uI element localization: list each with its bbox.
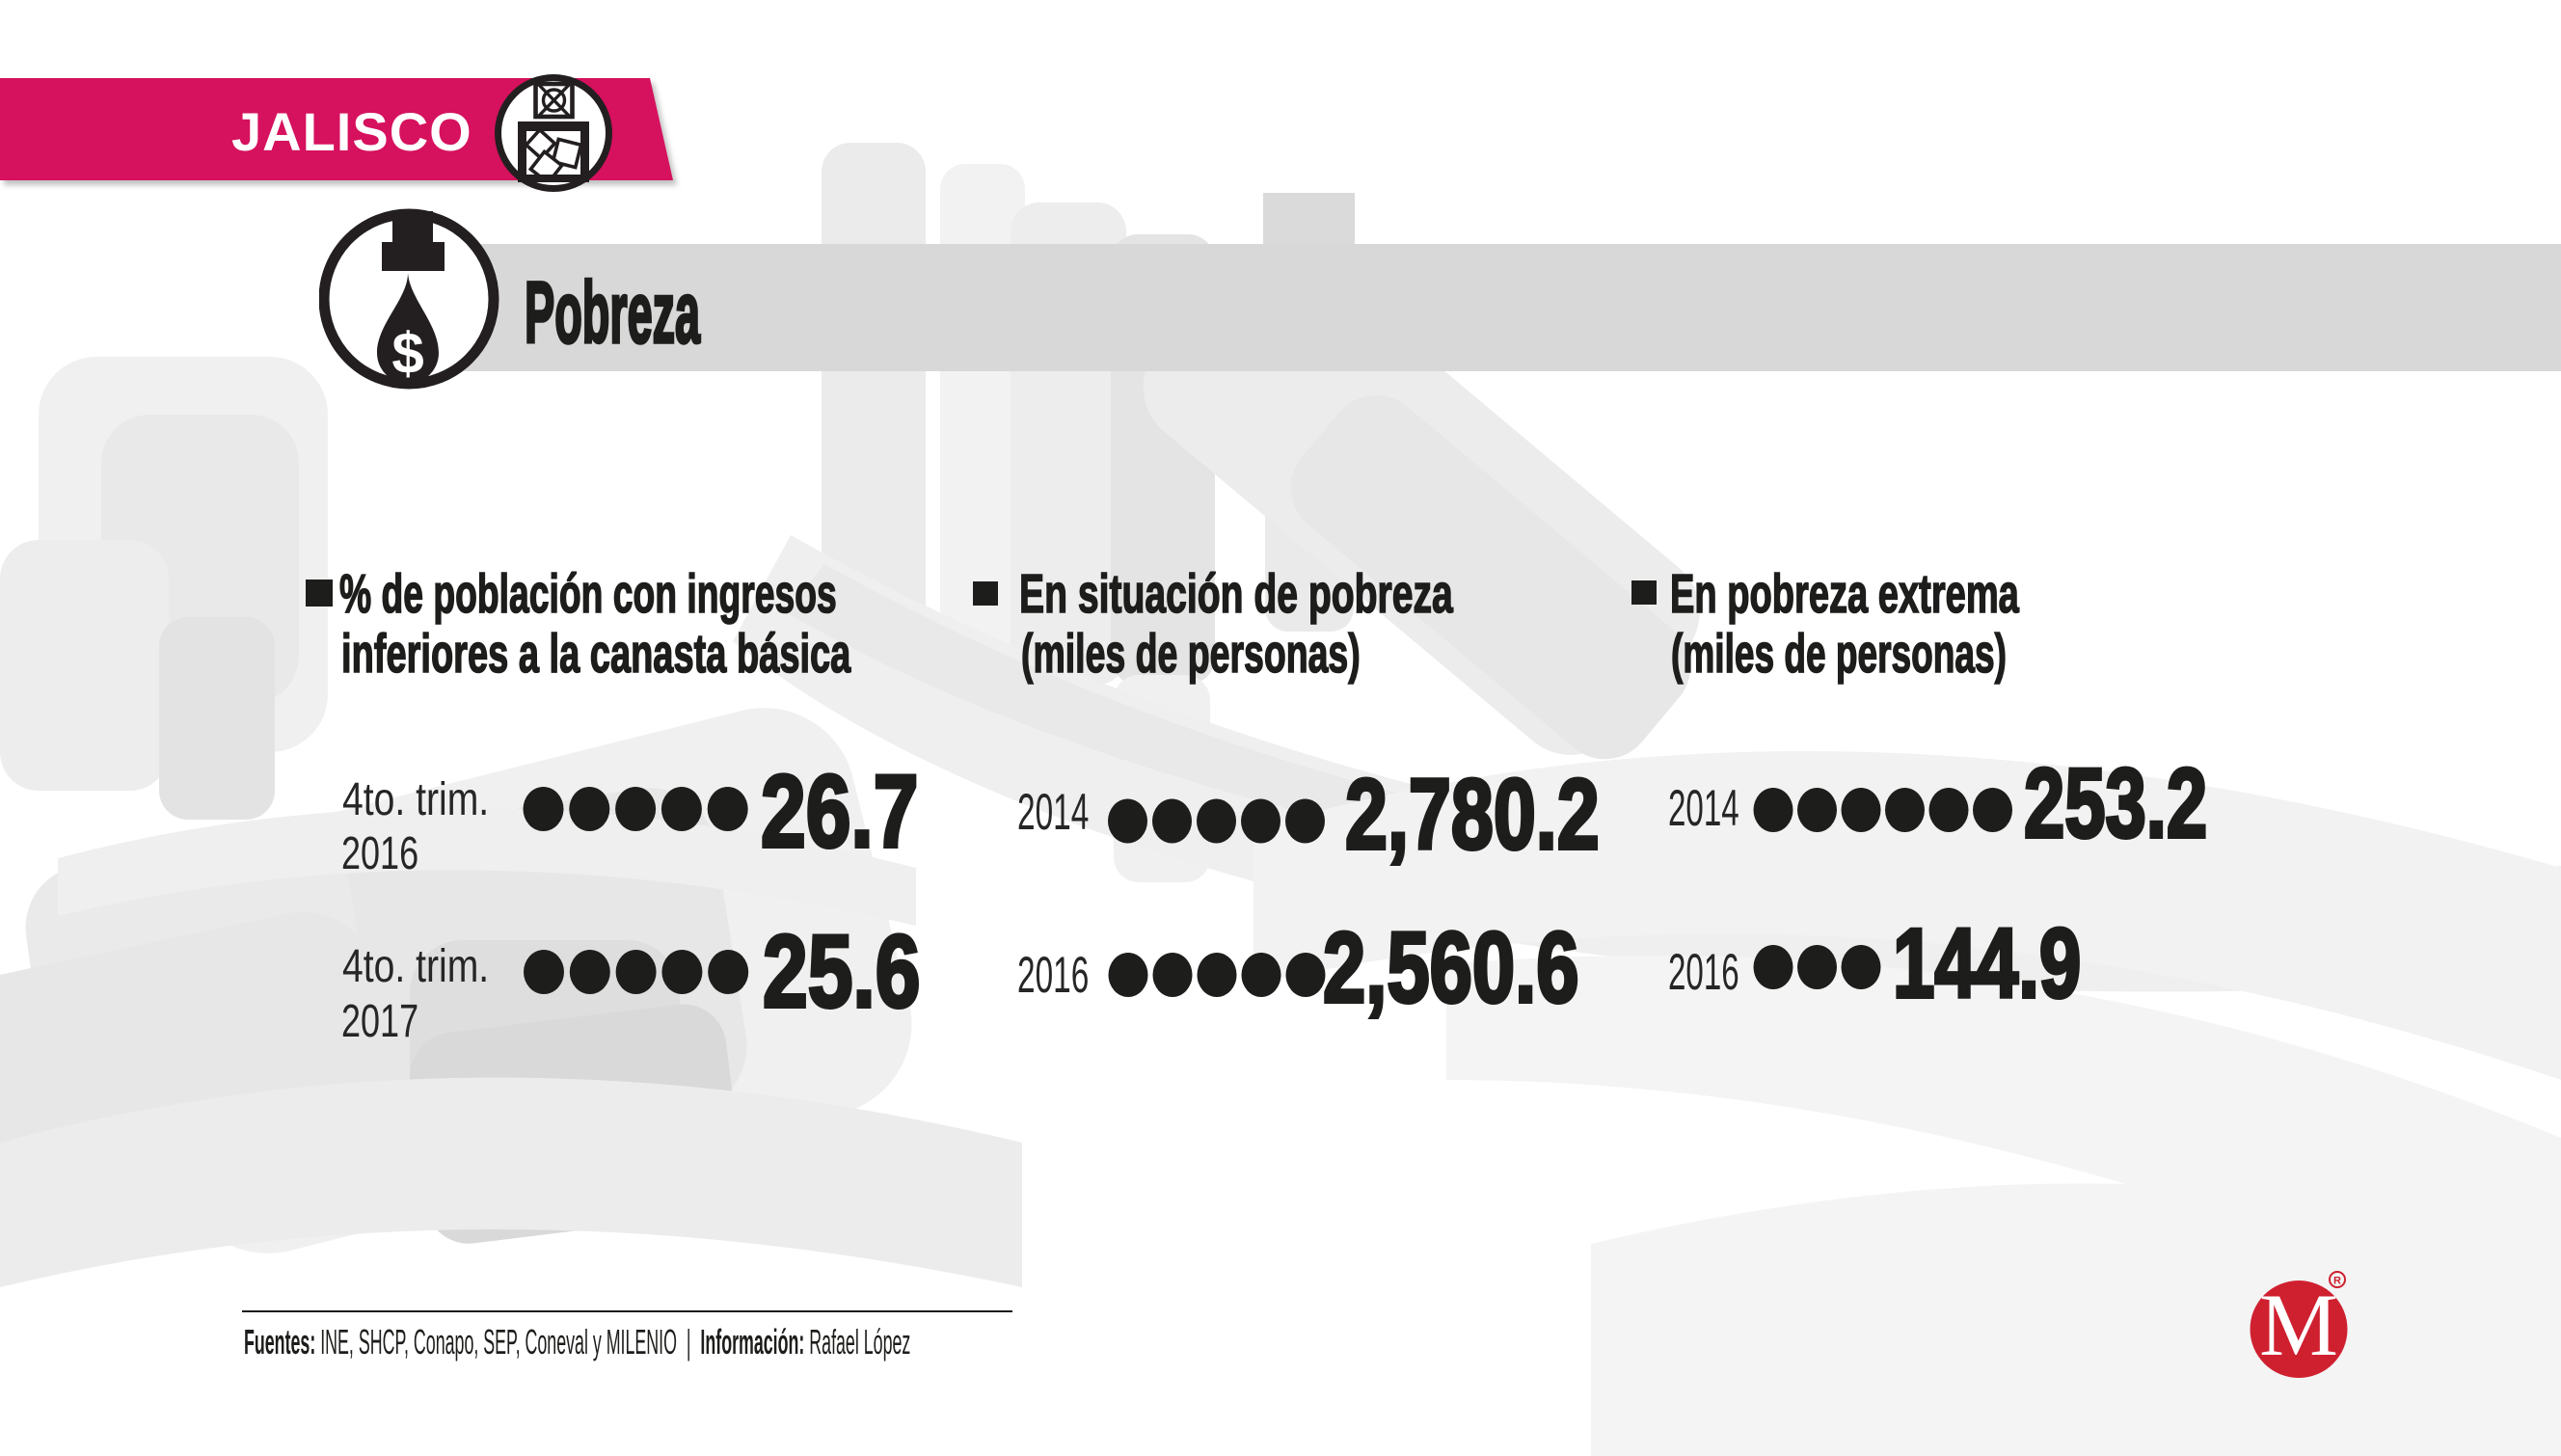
svg-text:$: $ <box>391 321 423 386</box>
svg-text:R: R <box>2333 1276 2341 1287</box>
svg-text:M: M <box>2259 1276 2338 1374</box>
